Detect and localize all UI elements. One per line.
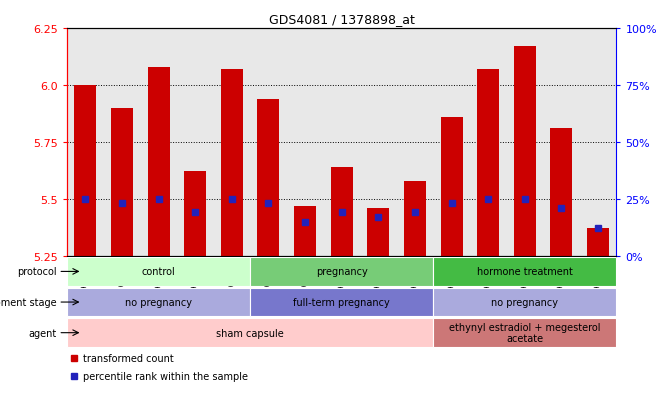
Text: no pregnancy: no pregnancy — [125, 297, 192, 307]
Bar — [111, 108, 133, 256]
Text: development stage: development stage — [0, 297, 57, 307]
Text: ethynyl estradiol + megesterol
acetate: ethynyl estradiol + megesterol acetate — [449, 322, 600, 344]
Bar — [441, 117, 462, 256]
Text: percentile rank within the sample: percentile rank within the sample — [84, 371, 249, 381]
Bar — [433, 318, 616, 347]
Bar — [433, 257, 616, 286]
Bar — [404, 181, 426, 256]
Bar — [67, 288, 250, 317]
Text: no pregnancy: no pregnancy — [491, 297, 558, 307]
Bar — [147, 67, 170, 256]
Bar — [551, 129, 572, 256]
Bar — [433, 288, 616, 317]
Bar — [477, 70, 499, 256]
Bar — [67, 318, 433, 347]
Bar — [250, 288, 433, 317]
Bar — [250, 257, 433, 286]
Bar — [331, 168, 352, 256]
Text: control: control — [141, 267, 176, 277]
Bar — [184, 172, 206, 256]
Bar — [74, 86, 96, 256]
Bar — [587, 229, 609, 256]
Bar — [67, 257, 250, 286]
Text: full-term pregnancy: full-term pregnancy — [293, 297, 390, 307]
Bar — [294, 206, 316, 256]
Text: agent: agent — [29, 328, 57, 338]
Bar — [221, 70, 243, 256]
Text: protocol: protocol — [17, 267, 57, 277]
Title: GDS4081 / 1378898_at: GDS4081 / 1378898_at — [269, 13, 415, 26]
Text: transformed count: transformed count — [84, 354, 174, 363]
Bar — [257, 99, 279, 256]
Text: sham capsule: sham capsule — [216, 328, 284, 338]
Text: hormone treatment: hormone treatment — [477, 267, 573, 277]
Bar — [367, 209, 389, 256]
Bar — [514, 47, 536, 256]
Text: pregnancy: pregnancy — [316, 267, 368, 277]
